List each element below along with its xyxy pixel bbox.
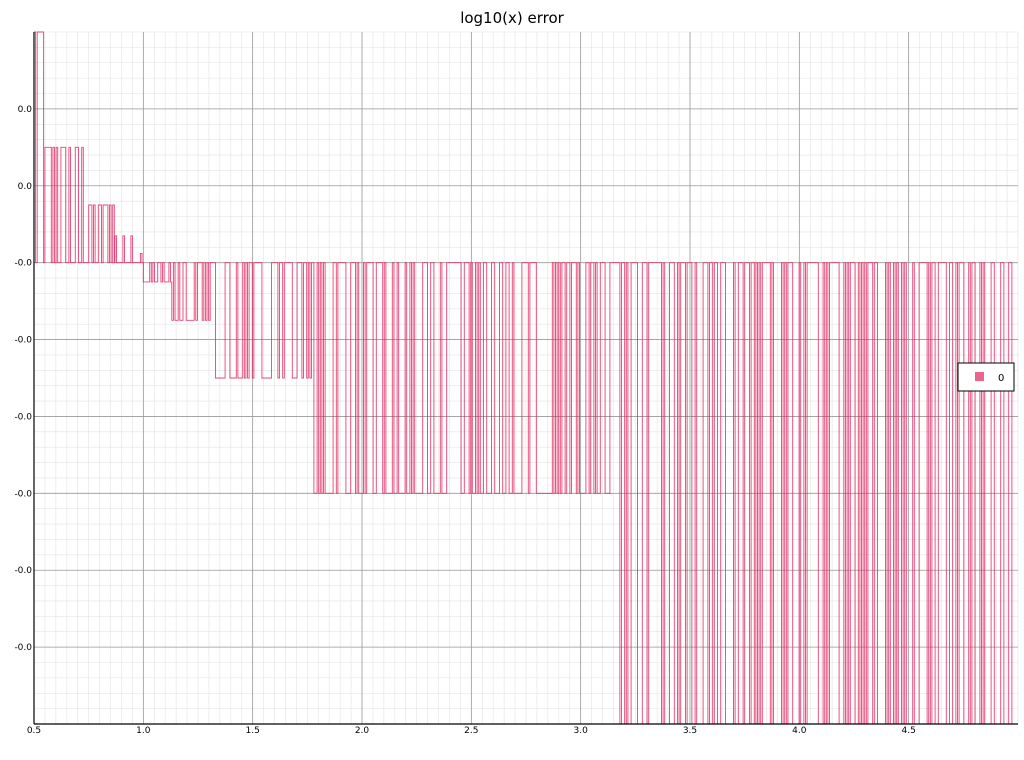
legend-swatch [975,372,984,381]
chart-title: log10(x) error [460,9,564,27]
x-tick-label: 2.5 [464,726,478,736]
y-tick-label: -0.0 [14,259,32,269]
x-tick-label: 4.0 [792,726,807,736]
x-tick-label: 0.5 [27,726,41,736]
y-tick-labels: 0.0 0.0 -0.0 -0.0 -0.0 -0.0 -0.0 -0.0 [14,105,32,653]
y-tick-label: -0.0 [14,566,32,576]
y-tick-label: -0.0 [14,412,32,422]
x-tick-label: 4.5 [902,726,916,736]
x-tick-label: 1.5 [246,726,260,736]
x-tick-label: 2.0 [355,726,370,736]
minor-grid [33,31,1019,725]
y-tick-label: 0.0 [18,105,33,115]
y-tick-label: -0.0 [14,336,32,346]
y-tick-label: 0.0 [18,182,33,192]
legend[interactable]: 0 [957,362,1015,392]
x-tick-label: 3.0 [574,726,589,736]
legend-box [957,362,1015,392]
x-tick-label: 3.5 [683,726,697,736]
legend-label: 0 [998,373,1004,384]
y-tick-label: -0.0 [14,489,32,499]
y-tick-label: -0.0 [14,643,32,653]
x-tick-label: 1.0 [136,726,151,736]
axes [33,32,1018,725]
x-tick-labels: 0.5 1.0 1.5 2.0 2.5 3.0 3.5 4.0 4.5 [27,726,916,736]
